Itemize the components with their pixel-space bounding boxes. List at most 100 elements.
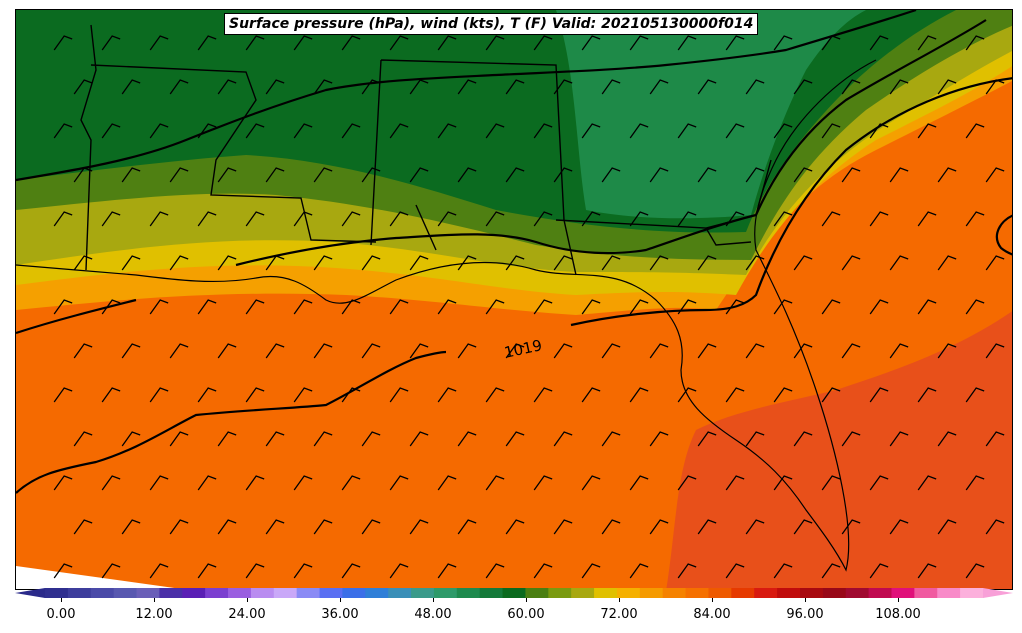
isobar-1 (16, 10, 917, 182)
wind-barb (485, 211, 505, 227)
wind-barb (169, 255, 189, 271)
wind-barb (265, 519, 285, 535)
wind-barb (217, 167, 237, 183)
isobar-5 (16, 350, 447, 494)
wind-barb (101, 35, 121, 51)
no-data-area (16, 566, 182, 589)
wind-barb (773, 387, 793, 403)
wind-barb (361, 431, 381, 447)
wind-barb (601, 167, 621, 183)
wind-barb (985, 343, 1005, 359)
wind-barb (313, 431, 333, 447)
wind-barb (197, 563, 217, 579)
wind-barb (649, 519, 669, 535)
wind-barb (457, 343, 477, 359)
wind-barb (553, 167, 573, 183)
wind-barb (773, 475, 793, 491)
wind-barb (149, 35, 169, 51)
colorbar-segment (479, 588, 504, 598)
wind-barb (841, 519, 861, 535)
isobar-3 (16, 298, 137, 335)
wind-barb (341, 299, 361, 315)
wind-barb (745, 167, 765, 183)
wind-barb (313, 343, 333, 359)
colorbar-tick-mark (805, 598, 806, 602)
wind-barb (965, 475, 985, 491)
wind-barb (217, 343, 237, 359)
wind-barb (601, 79, 621, 95)
wind-barb (169, 431, 189, 447)
wind-barb (361, 79, 381, 95)
colorbar-segment (754, 588, 778, 598)
wind-barb (73, 79, 93, 95)
wind-barb (937, 431, 957, 447)
wind-barb (677, 563, 697, 579)
wind-barb (53, 211, 73, 227)
wind-barb (773, 563, 793, 579)
map-title: Surface pressure (hPa), wind (kts), T (F… (224, 13, 759, 35)
colorbar-tick-label: 96.00 (786, 607, 824, 622)
wind-barb (841, 343, 861, 359)
wind-barb (437, 387, 457, 403)
wind-barb (725, 563, 745, 579)
wind-barb (629, 387, 649, 403)
wind-barb (581, 35, 601, 51)
wind-barb (869, 299, 889, 315)
wind-barb (965, 387, 985, 403)
wind-barb (533, 35, 553, 51)
wind-barb (505, 167, 525, 183)
colorbar-segment (822, 588, 847, 598)
wind-barb (265, 167, 285, 183)
wind-barb (313, 255, 333, 271)
wind-barb (341, 123, 361, 139)
wind-barb (917, 123, 937, 139)
wind-barb (149, 387, 169, 403)
wind-barb (533, 387, 553, 403)
wind-barb (245, 211, 265, 227)
wind-barb (341, 563, 361, 579)
wind-barb (985, 431, 1005, 447)
wind-barb (917, 211, 937, 227)
wind-barb (889, 431, 909, 447)
wind-barb (965, 299, 985, 315)
wind-barb (985, 79, 1005, 95)
colorbar-tick-mark (712, 598, 713, 602)
wind-barb (553, 519, 573, 535)
wind-barb (169, 167, 189, 183)
wind-barb (697, 167, 717, 183)
wind-barb (265, 255, 285, 271)
wind-barb (293, 123, 313, 139)
colorbar-segment (731, 588, 755, 598)
wind-barb (965, 123, 985, 139)
wind-barb (437, 211, 457, 227)
wind-barb (869, 211, 889, 227)
colorbar-segment (273, 588, 298, 598)
wind-barb (725, 123, 745, 139)
wind-barb (965, 211, 985, 227)
wind-barb (917, 563, 937, 579)
wind-barb (869, 123, 889, 139)
wind-barb (265, 343, 285, 359)
wind-barb (917, 299, 937, 315)
colorbar-tick-label: 60.00 (507, 607, 545, 622)
wind-barb (245, 35, 265, 51)
colorbar-segment (159, 588, 183, 598)
wind-barb (73, 343, 93, 359)
wind-barb (389, 299, 409, 315)
wind-barb (601, 519, 621, 535)
colorbar-segment (777, 588, 801, 598)
wind-barb (937, 519, 957, 535)
wind-barb (505, 519, 525, 535)
wind-barb (697, 79, 717, 95)
wind-barb (245, 299, 265, 315)
wind-barb (889, 167, 909, 183)
colorbar-segment (296, 588, 321, 598)
wind-barb (629, 123, 649, 139)
colorbar-segment (205, 588, 229, 598)
wind-barb (629, 563, 649, 579)
wind-barb (725, 211, 745, 227)
wind-barb (169, 343, 189, 359)
wind-barb (265, 79, 285, 95)
wind-barb (917, 475, 937, 491)
wind-barb (293, 475, 313, 491)
